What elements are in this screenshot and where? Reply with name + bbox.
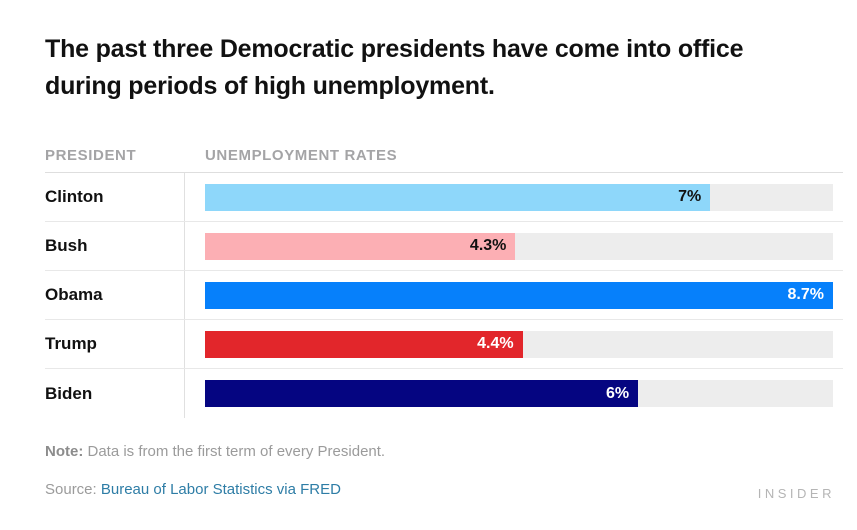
- source-label: Source:: [45, 481, 101, 498]
- bar-track: 4.3%: [205, 232, 833, 260]
- column-header-rates: UNEMPLOYMENT RATES: [205, 147, 398, 164]
- unemployment-bar: 8.7%: [205, 281, 833, 309]
- president-name: Clinton: [45, 173, 185, 221]
- bar-track: 8.7%: [205, 281, 833, 309]
- note-label: Note:: [45, 443, 84, 460]
- bar-track: 6%: [205, 380, 833, 407]
- bar-cell: 8.7%: [185, 271, 843, 319]
- president-name: Trump: [45, 320, 185, 368]
- table-row: Obama 8.7%: [45, 271, 843, 320]
- unemployment-table: PRESIDENT UNEMPLOYMENT RATES Clinton 7% Bu…: [45, 138, 843, 418]
- insider-logo: INSIDER: [757, 486, 835, 501]
- president-name: Bush: [45, 222, 185, 270]
- table-row: Clinton 7%: [45, 173, 843, 222]
- bar-value-label: 7%: [678, 188, 702, 205]
- president-name: Obama: [45, 271, 185, 319]
- bar-track: 4.4%: [205, 330, 833, 358]
- president-name: Biden: [45, 369, 185, 418]
- unemployment-bar: 4.3%: [205, 232, 516, 260]
- bar-cell: 7%: [185, 173, 843, 221]
- unemployment-bar: 7%: [205, 183, 711, 211]
- chart-source: Source: Bureau of Labor Statistics via F…: [45, 481, 341, 498]
- bar-value-label: 4.4%: [477, 335, 514, 352]
- table-row: Trump 4.4%: [45, 320, 843, 369]
- bar-cell: 4.4%: [185, 320, 843, 368]
- bar-value-label: 8.7%: [787, 286, 824, 303]
- column-header-president: PRESIDENT: [45, 147, 137, 164]
- chart-title: The past three Democratic presidents hav…: [45, 34, 744, 100]
- table-row: Biden 6%: [45, 369, 843, 418]
- chart-note: Note: Data is from the first term of eve…: [45, 443, 385, 460]
- table-header-row: PRESIDENT UNEMPLOYMENT RATES: [45, 138, 843, 173]
- bar-value-label: 6%: [605, 384, 630, 402]
- bar-track: 7%: [205, 183, 833, 211]
- table-body: Clinton 7% Bush 4.3% Obama 8.7% Trump 4.4% Biden…: [45, 173, 843, 418]
- table-row: Bush 4.3%: [45, 222, 843, 271]
- note-text: Data is from the first term of every Pre…: [83, 443, 386, 460]
- unemployment-bar: 6%: [205, 380, 639, 407]
- unemployment-bar: 4.4%: [205, 330, 523, 358]
- bar-cell: 4.3%: [185, 222, 843, 270]
- bar-cell: 6%: [185, 369, 843, 418]
- source-link[interactable]: Bureau of Labor Statistics via FRED: [100, 481, 341, 498]
- bar-value-label: 4.3%: [469, 237, 507, 254]
